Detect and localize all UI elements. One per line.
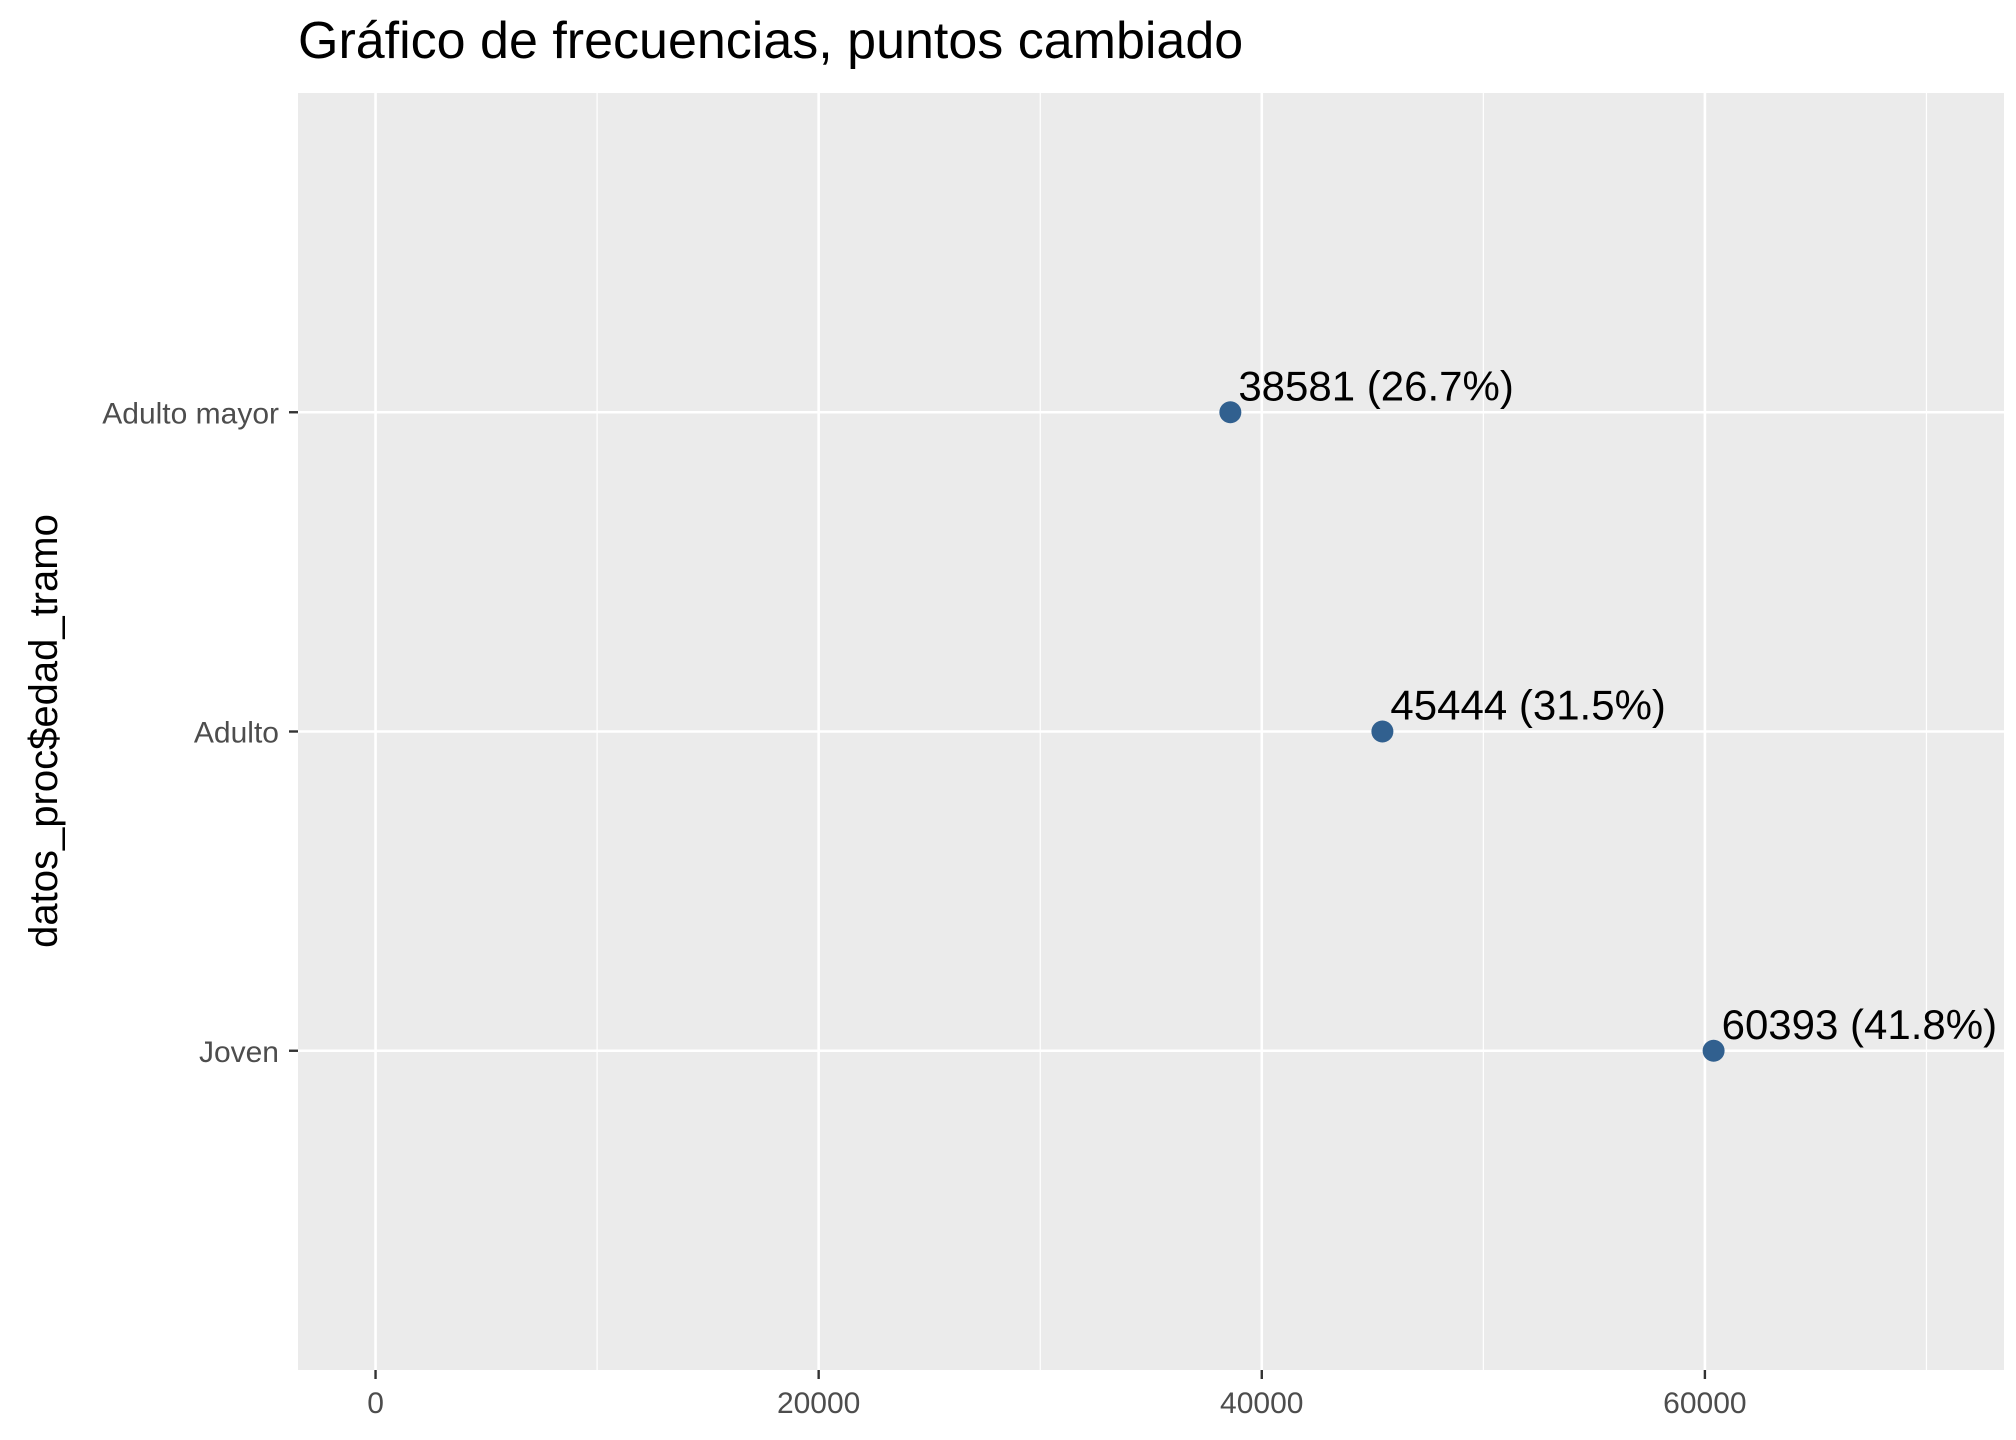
data-points: [1219, 401, 1725, 1062]
y-tick-label: Adulto mayor: [102, 397, 279, 430]
x-tick-label: 40000: [1220, 1387, 1303, 1420]
x-tick-label: 20000: [777, 1387, 860, 1420]
x-axis: 0 20000 40000 60000: [367, 1370, 1747, 1420]
y-axis: Joven Adulto Adulto mayor: [102, 397, 298, 1069]
y-axis-title: datos_proc$edad_tramo: [22, 514, 66, 948]
data-point: [1702, 1039, 1725, 1062]
data-label: 45444 (31.5%): [1390, 682, 1666, 729]
major-gridlines: [298, 93, 2004, 1370]
data-label: 38581 (26.7%): [1238, 362, 1514, 409]
chart-title: Gráfico de frecuencias, puntos cambiado: [298, 12, 1243, 70]
data-label: 60393 (41.8%): [1722, 1001, 1998, 1048]
data-point: [1371, 720, 1394, 743]
data-point: [1219, 401, 1242, 424]
x-tick-label: 60000: [1663, 1387, 1746, 1420]
y-tick-label: Adulto: [194, 717, 279, 750]
data-labels: 60393 (41.8%) 45444 (31.5%) 38581 (26.7%): [1238, 362, 1997, 1048]
y-tick-label: Joven: [199, 1036, 279, 1069]
x-tick-label: 0: [367, 1387, 384, 1420]
